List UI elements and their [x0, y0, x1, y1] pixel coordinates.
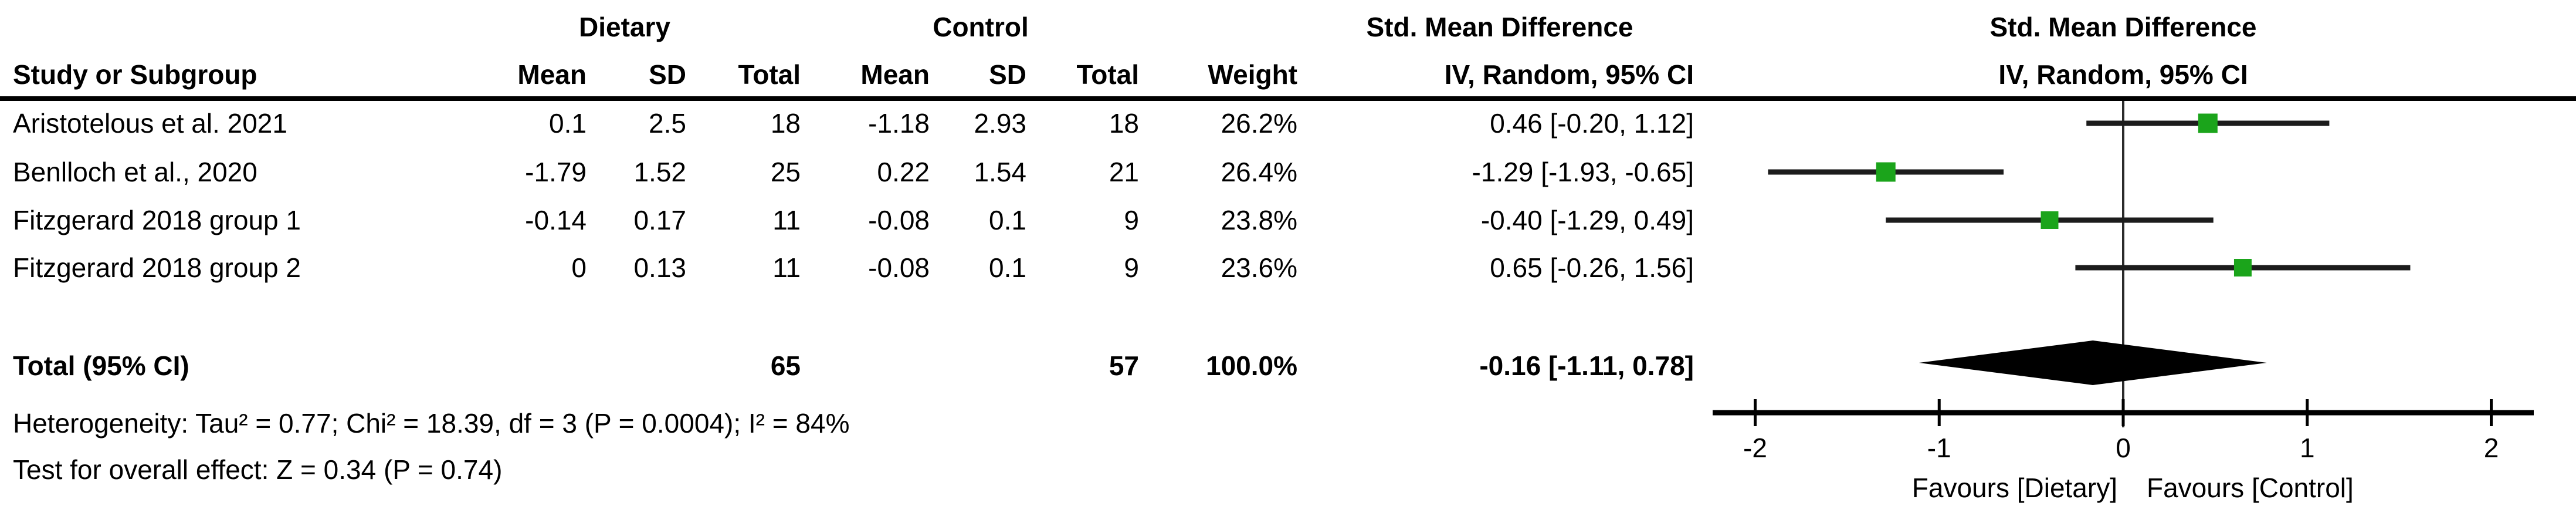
column-header-weight: Weight: [1208, 59, 1297, 90]
cell-ci-text: -1.29 [-1.93, -0.65]: [1472, 157, 1694, 187]
total-row-label: Total (95% CI): [13, 350, 189, 381]
cell-control-sd: 2.93: [974, 108, 1026, 139]
cell-dietary-sd: 2.5: [649, 108, 686, 139]
cell-control-mean: -0.08: [868, 252, 930, 283]
column-header-smd-line1: Std. Mean Difference: [1366, 12, 1633, 42]
plot-header-smd-line2: IV, Random, 95% CI: [1998, 59, 2248, 90]
study-marker: [2041, 211, 2059, 229]
heterogeneity-stats: Heterogeneity: Tau² = 0.77; Chi² = 18.39…: [13, 408, 850, 439]
group-header-control: Control: [933, 12, 1029, 42]
cell-dietary-total: 11: [772, 252, 801, 283]
cell-ci-text: 0.46 [-0.20, 1.12]: [1490, 108, 1694, 139]
axis-tick-label: -2: [1743, 433, 1767, 463]
axis-tick-label: -1: [1927, 433, 1951, 463]
cell-control-sd: 0.1: [989, 252, 1026, 283]
cell-control-mean: -1.18: [868, 108, 930, 139]
cell-control-total: 9: [1124, 205, 1139, 235]
cell-dietary-sd: 0.17: [633, 205, 686, 235]
cell-control-total: 21: [1109, 157, 1139, 187]
cell-control-total: 18: [1109, 108, 1139, 139]
group-header-dietary: Dietary: [579, 12, 670, 42]
favours-right-label: Favours [Control]: [2147, 473, 2354, 503]
cell-dietary-mean: 0: [571, 252, 587, 283]
cell-dietary-mean: 0.1: [549, 108, 587, 139]
axis-tick-label: 1: [2300, 433, 2315, 463]
cell-dietary-sd: 0.13: [633, 252, 686, 283]
total-diamond: [1919, 340, 2267, 385]
cell-dietary-sd: 1.52: [633, 157, 686, 187]
column-header-dietary-mean: Mean: [517, 59, 587, 90]
favours-left-label: Favours [Dietary]: [1912, 473, 2117, 503]
study-label: Fitzgerard 2018 group 1: [13, 205, 301, 235]
cell-dietary-mean: -1.79: [525, 157, 587, 187]
cell-control-mean: -0.08: [868, 205, 930, 235]
cell-dietary-total: 11: [772, 205, 801, 235]
column-header-dietary-sd: SD: [649, 59, 686, 90]
cell-weight: 23.6%: [1221, 252, 1297, 283]
overall-effect-test: Test for overall effect: Z = 0.34 (P = 0…: [13, 454, 503, 485]
column-header-ci: IV, Random, 95% CI: [1444, 59, 1694, 90]
plot-header-smd-line1: Std. Mean Difference: [1989, 12, 2257, 42]
cell-dietary-total: 25: [770, 157, 801, 187]
cell-weight: 23.8%: [1221, 205, 1297, 235]
study-label: Benlloch et al., 2020: [13, 157, 257, 187]
header-divider: [0, 96, 2576, 101]
column-header-dietary-total: Total: [738, 59, 801, 90]
total-ci-text: -0.16 [-1.11, 0.78]: [1479, 350, 1694, 381]
study-marker: [2198, 113, 2218, 133]
cell-control-sd: 1.54: [974, 157, 1026, 187]
column-header-control-sd: SD: [989, 59, 1026, 90]
study-marker: [1876, 162, 1896, 182]
cell-weight: 26.2%: [1221, 108, 1297, 139]
cell-ci-text: -0.40 [-1.29, 0.49]: [1480, 205, 1694, 235]
column-header-study: Study or Subgroup: [13, 59, 257, 90]
study-label: Fitzgerard 2018 group 2: [13, 252, 301, 283]
axis-tick-label: 2: [2484, 433, 2499, 463]
cell-weight: 26.4%: [1221, 157, 1297, 187]
total-control-total: 57: [1109, 350, 1139, 381]
total-weight: 100.0%: [1205, 350, 1297, 381]
column-header-control-total: Total: [1076, 59, 1139, 90]
study-label: Aristotelous et al. 2021: [13, 108, 287, 139]
cell-control-mean: 0.22: [877, 157, 930, 187]
study-marker: [2233, 259, 2252, 276]
cell-control-sd: 0.1: [989, 205, 1026, 235]
total-dietary-total: 65: [770, 350, 801, 381]
column-header-control-mean: Mean: [860, 59, 930, 90]
cell-dietary-mean: -0.14: [525, 205, 587, 235]
cell-control-total: 9: [1124, 252, 1139, 283]
cell-dietary-total: 18: [770, 108, 801, 139]
cell-ci-text: 0.65 [-0.26, 1.56]: [1490, 252, 1694, 283]
axis-tick-label: 0: [2116, 433, 2131, 463]
